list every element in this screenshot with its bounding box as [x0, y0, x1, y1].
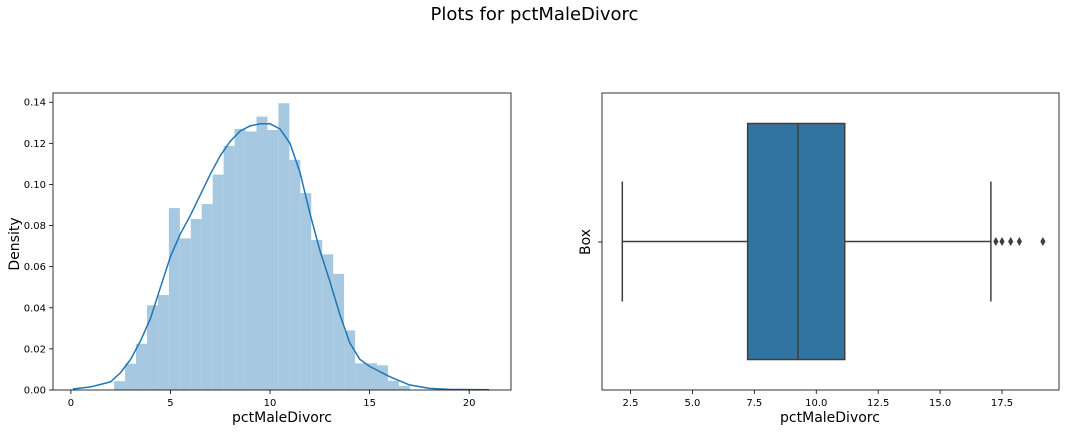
histogram-bar — [146, 305, 158, 390]
boxplot-x-tick-label: 2.5 — [623, 398, 639, 409]
histogram-bar — [157, 295, 169, 390]
histogram-bar — [344, 330, 356, 390]
boxplot-outlier-point — [993, 237, 999, 246]
histogram-bar — [190, 218, 202, 390]
histogram-bar — [245, 131, 257, 390]
boxplot-x-tick-label: 15.0 — [929, 398, 951, 409]
histogram-subplot: 0 5 10 15 20 0.00 0.02 0.04 0.06 0.08 0.10 0.12 0.1… — [7, 92, 512, 426]
histogram-y-tick-label: 0.14 — [24, 98, 46, 109]
histogram-bar — [333, 273, 345, 390]
histogram-y-axis-label: Density — [7, 217, 23, 270]
histogram-bar — [256, 116, 268, 390]
boxplot-x-axis-label: pctMaleDivorc — [780, 410, 880, 426]
histogram-bar — [355, 363, 367, 390]
histogram-bar — [311, 239, 323, 390]
histogram-y-tick-label: 0.10 — [24, 180, 46, 191]
boxplot-outlier-point — [1008, 237, 1014, 246]
histogram-x-ticks: 0 5 10 15 20 — [68, 390, 476, 409]
histogram-axes-frame — [52, 92, 512, 391]
histogram-bar — [234, 128, 246, 390]
histogram-y-tick-label: 0.02 — [24, 344, 46, 355]
boxplot-x-tick-label: 5.0 — [684, 398, 700, 409]
figure-title: Plots for pctMaleDivorc — [430, 4, 639, 25]
boxplot-x-ticks: 2.5 5.0 7.5 10.0 12.5 15.0 17.5 — [623, 390, 1013, 409]
histogram-bar — [289, 159, 301, 390]
histogram-bar — [168, 208, 180, 390]
histogram-bar — [376, 365, 388, 390]
histogram-bar — [387, 380, 399, 390]
histogram-bar — [114, 381, 126, 390]
histogram-y-tick-label: 0.12 — [24, 139, 46, 150]
histogram-x-tick-label: 5 — [167, 398, 173, 409]
boxplot-box — [746, 122, 846, 361]
histogram-bar — [278, 103, 290, 390]
boxplot-x-tick-label: 17.5 — [991, 398, 1013, 409]
histogram-y-tick-label: 0.04 — [24, 303, 46, 314]
histogram-x-tick-label: 20 — [463, 398, 476, 409]
histogram-x-tick-label: 10 — [264, 398, 277, 409]
boxplot-x-tick-label: 12.5 — [867, 398, 889, 409]
histogram-bar — [201, 203, 213, 390]
histogram-bar — [366, 363, 377, 390]
histogram-bars — [114, 103, 410, 391]
boxplot-outlier-point — [1016, 237, 1022, 246]
histogram-y-tick-label: 0.08 — [24, 221, 46, 232]
boxplot-outlier-point — [1040, 237, 1046, 246]
histogram-y-tick-label: 0.06 — [24, 262, 46, 273]
histogram-x-axis-label: pctMaleDivorc — [232, 410, 332, 426]
histogram-bar — [136, 343, 147, 390]
histogram-x-tick-label: 15 — [363, 398, 376, 409]
histogram-bar — [300, 193, 312, 390]
histogram-x-tick-label: 0 — [68, 398, 74, 409]
histogram-y-ticks: 0.00 0.02 0.04 0.06 0.08 0.10 0.12 0.14 — [24, 98, 53, 397]
histogram-bar — [267, 129, 279, 391]
boxplot-x-tick-label: 10.0 — [805, 398, 827, 409]
histogram-bar — [125, 363, 137, 390]
boxplot-x-tick-label: 7.5 — [746, 398, 762, 409]
histogram-bar — [398, 385, 410, 390]
histogram-bar — [212, 174, 224, 390]
boxplot-body — [621, 122, 1046, 361]
histogram-bar — [223, 145, 235, 390]
histogram-bar — [322, 254, 334, 390]
histogram-y-tick-label: 0.00 — [24, 386, 46, 397]
histogram-bar — [179, 238, 191, 390]
boxplot-y-tick-label: Box — [578, 229, 594, 255]
kde-line — [72, 123, 490, 391]
boxplot-outlier-point — [999, 237, 1005, 246]
boxplot-subplot: 2.5 5.0 7.5 10.0 12.5 15.0 17.5 Box pctMaleDiv… — [578, 92, 1060, 426]
boxplot-axes-frame — [601, 92, 1060, 391]
